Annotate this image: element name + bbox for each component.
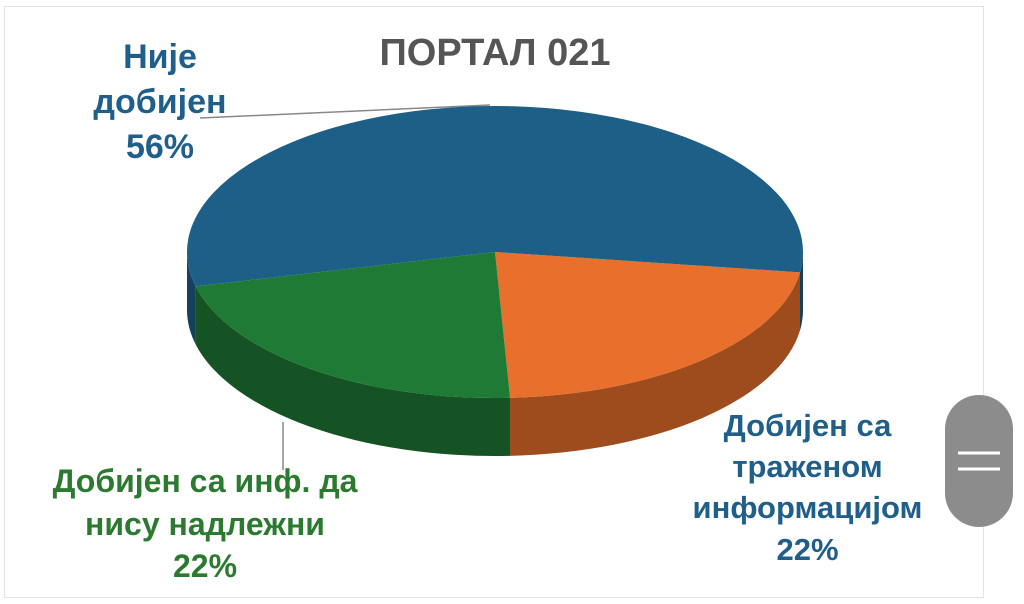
category-label: Није добијен <box>93 38 227 122</box>
slice-side <box>195 286 511 456</box>
value-label: 22% <box>776 531 839 567</box>
slice-side <box>510 272 801 456</box>
data-label: Добијен са инф. да нису надлежни 22% <box>20 460 390 588</box>
pie-slice <box>495 252 801 398</box>
leader-line <box>199 104 491 119</box>
slice-side <box>187 252 196 345</box>
category-label: Добијен са траженом информацијом <box>692 408 923 526</box>
chart-frame <box>4 6 984 598</box>
value-label: 22% <box>172 548 238 585</box>
slice-side <box>800 252 803 331</box>
chart-title: ПОРТАЛ 021 <box>379 32 611 74</box>
scroll-handle[interactable] <box>945 395 1013 527</box>
data-label: Није добијен 56% <box>70 35 250 171</box>
data-label: Добијен са траженом информацијом 22% <box>665 405 950 570</box>
value-label: 56% <box>125 128 195 167</box>
pie <box>187 106 804 456</box>
pie-slice <box>187 106 804 287</box>
category-label: Добијен са инф. да нису надлежни <box>52 463 358 542</box>
pie-slice <box>195 252 511 398</box>
